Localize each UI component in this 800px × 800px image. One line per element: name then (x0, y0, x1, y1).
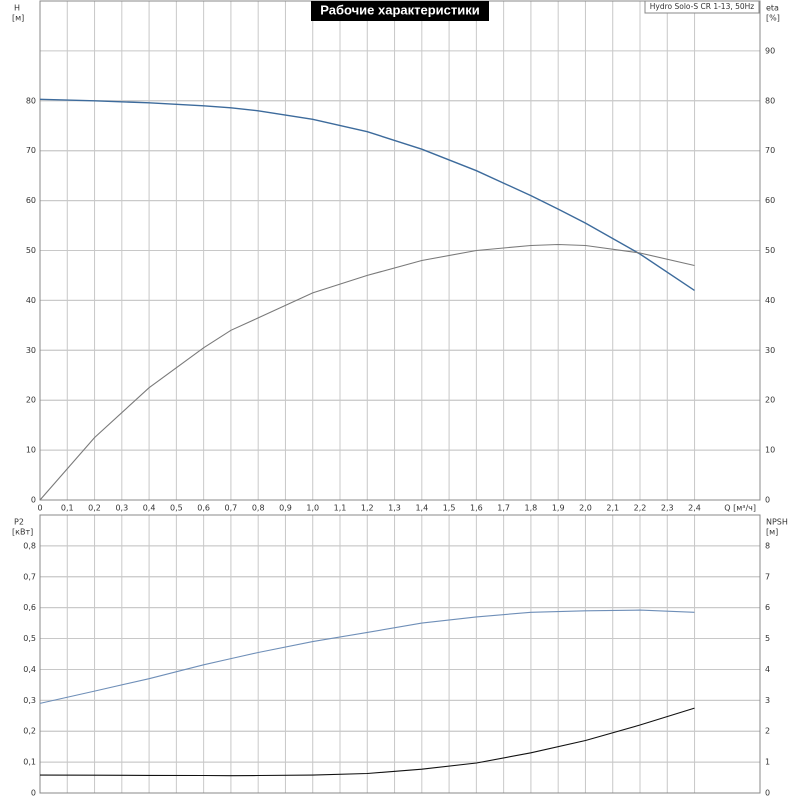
y2-tick-label: 30 (765, 346, 775, 355)
y2-axis-unit: [м] (766, 528, 778, 537)
y-tick-label: 20 (26, 396, 36, 405)
y-tick-label: 0,8 (23, 541, 36, 550)
y2-tick-label: 8 (765, 541, 770, 550)
series-line (39, 609, 695, 704)
y-tick-label: 0,5 (23, 634, 36, 643)
series-line (39, 243, 695, 501)
y-tick-label: 50 (26, 246, 36, 255)
x-tick-label: 1,8 (525, 504, 538, 513)
x-tick-label: 1,2 (361, 504, 374, 513)
y-tick-label: 0 (31, 496, 36, 505)
y2-tick-label: 4 (765, 665, 770, 674)
x-tick-label: 1,7 (497, 504, 510, 513)
y2-tick-label: 7 (765, 572, 770, 581)
x-tick-label: 0,1 (61, 504, 74, 513)
y-tick-label: 0,7 (23, 572, 36, 581)
y2-tick-label: 80 (765, 96, 775, 105)
y2-tick-label: 0 (765, 789, 770, 798)
y2-axis-label: eta (766, 4, 779, 13)
chart-title: Рабочие характеристики (320, 2, 480, 17)
y2-tick-label: 60 (765, 196, 775, 205)
x-tick-label: 0 (37, 504, 42, 513)
y2-tick-label: 90 (765, 46, 775, 55)
x-tick-label: 0,9 (279, 504, 292, 513)
y-tick-label: 0,1 (23, 758, 36, 767)
y2-tick-label: 70 (765, 146, 775, 155)
x-tick-label: 1,6 (470, 504, 483, 513)
y-tick-label: 0 (31, 789, 36, 798)
y2-tick-label: 0 (765, 496, 770, 505)
x-tick-label: 0,3 (115, 504, 128, 513)
title-box (311, 1, 489, 21)
plot-frame (39, 514, 761, 794)
x-tick-label: 2,2 (634, 504, 647, 513)
y-axis-unit: [кВт] (12, 528, 33, 537)
y2-tick-label: 6 (765, 603, 770, 612)
y2-tick-label: 10 (765, 446, 775, 455)
y2-axis-unit: [%] (766, 14, 780, 23)
y-axis-label: H (14, 4, 20, 13)
y-tick-label: 10 (26, 446, 36, 455)
annotation: Hydro Solo-S CR 1-13, 50Hz (650, 2, 755, 11)
x-tick-label: 1,5 (443, 504, 456, 513)
y2-tick-label: 40 (765, 296, 775, 305)
y-tick-label: 40 (26, 296, 36, 305)
y2-tick-label: 5 (765, 634, 770, 643)
x-tick-label: 1,1 (334, 504, 347, 513)
x-tick-label: 2,3 (661, 504, 674, 513)
y2-tick-label: 3 (765, 696, 770, 705)
x-tick-label: 0,6 (197, 504, 210, 513)
annotation-box (644, 0, 760, 14)
y2-tick-label: 50 (765, 246, 775, 255)
x-tick-label: 0,8 (252, 504, 265, 513)
y-axis-label: P2 (14, 518, 24, 527)
x-tick-label: 1,9 (552, 504, 565, 513)
y2-axis-label: NPSH (766, 518, 788, 527)
y2-tick-label: 2 (765, 727, 770, 736)
x-tick-label: 0,4 (143, 504, 156, 513)
y-tick-label: 60 (26, 196, 36, 205)
y2-tick-label: 20 (765, 396, 775, 405)
y-tick-label: 30 (26, 346, 36, 355)
x-tick-label: 2,0 (579, 504, 592, 513)
y-tick-label: 0,3 (23, 696, 36, 705)
y-tick-label: 80 (26, 96, 36, 105)
y-tick-label: 0,2 (23, 727, 36, 736)
x-tick-label: 0,2 (88, 504, 101, 513)
y-axis-unit: [м] (12, 14, 24, 23)
x-tick-label: 1,4 (415, 504, 428, 513)
series-line (39, 98, 695, 291)
x-tick-label: 1,0 (306, 504, 319, 513)
x-tick-label: 0,7 (225, 504, 238, 513)
y-tick-label: 0,6 (23, 603, 36, 612)
x-tick-label: 2,4 (688, 504, 701, 513)
y-tick-label: 0,4 (23, 665, 36, 674)
series-line (39, 707, 695, 777)
x-axis-label: Q [м³/ч] (724, 504, 756, 513)
x-tick-label: 2,1 (606, 504, 619, 513)
y-tick-label: 70 (26, 146, 36, 155)
x-tick-label: 0,5 (170, 504, 183, 513)
x-tick-label: 1,3 (388, 504, 401, 513)
y2-tick-label: 1 (765, 758, 770, 767)
